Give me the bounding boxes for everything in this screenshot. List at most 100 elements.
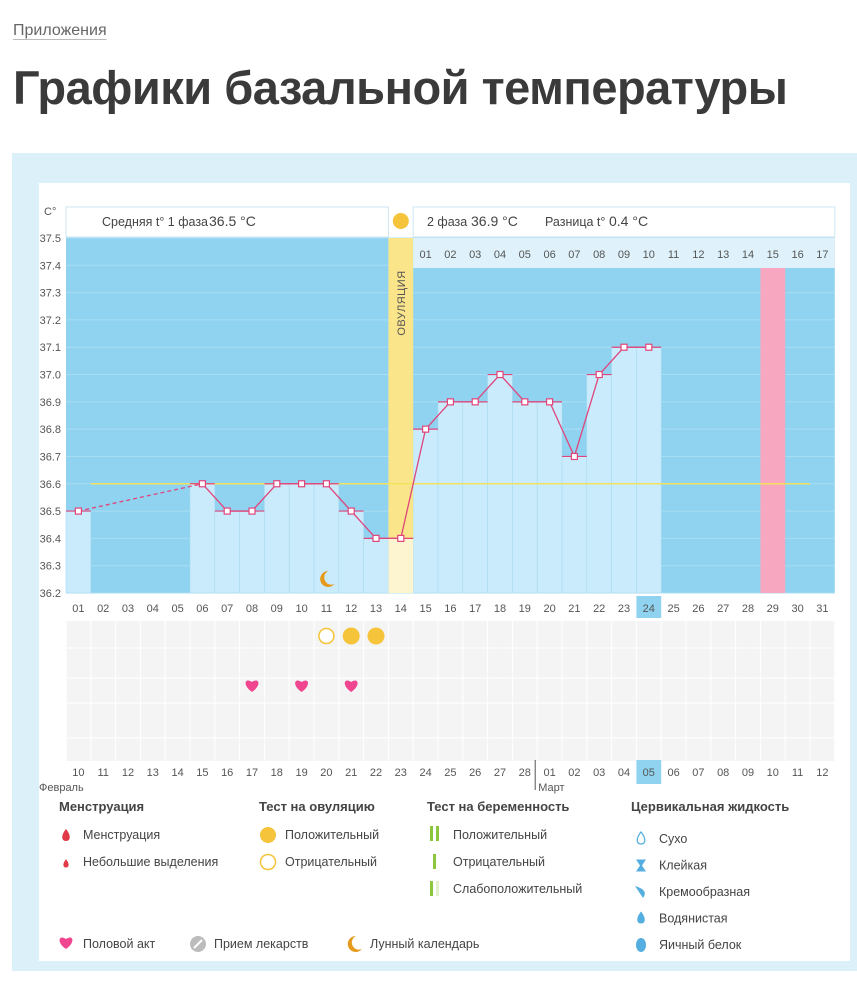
legend-item: Лунный календарь xyxy=(370,937,479,951)
temperature-bar xyxy=(338,510,364,594)
phase2-day-label: 07 xyxy=(568,249,580,261)
phase1-header-box xyxy=(65,206,389,238)
tracking-grid xyxy=(66,621,835,761)
temperature-point xyxy=(496,370,504,379)
cycle-day-label: 01 xyxy=(72,603,84,615)
y-tick-label: 37.2 xyxy=(40,315,61,327)
cycle-day-label: 20 xyxy=(543,603,555,615)
phase2-day-label: 01 xyxy=(419,249,431,261)
legend-positive-line xyxy=(430,826,433,841)
ovulation-test-positive xyxy=(367,627,385,645)
calendar-date: 11 xyxy=(792,767,803,779)
legend-item: Слабоположительный xyxy=(453,882,582,896)
y-unit-label: C° xyxy=(44,206,56,218)
temperature-bar xyxy=(611,346,637,594)
legend-weak-line xyxy=(430,881,433,896)
legend-item: Кремообразная xyxy=(659,885,750,899)
calendar-date: 18 xyxy=(271,767,283,779)
cycle-day-label: 19 xyxy=(519,603,531,615)
legend-negative-line xyxy=(433,854,436,869)
phase2-day-label: 03 xyxy=(469,249,481,261)
temperature-point xyxy=(446,398,454,406)
temperature-point xyxy=(372,534,380,542)
drop-icon xyxy=(63,859,69,868)
temperature-point xyxy=(620,343,628,351)
intercourse-heart-icon xyxy=(245,680,259,692)
temperature-line-segment xyxy=(474,374,501,403)
cycle-day-label: 02 xyxy=(97,603,109,615)
highlight-day-marker xyxy=(636,596,662,618)
sticky-icon xyxy=(636,859,646,872)
page-title: Графики базальной температуры xyxy=(13,61,788,114)
y-tick-label: 36.4 xyxy=(40,533,61,545)
calendar-date: 20 xyxy=(320,767,332,779)
legend-medicine-mark xyxy=(193,939,203,949)
temperature-bar xyxy=(512,401,538,594)
calendar-date: 08 xyxy=(717,767,729,779)
calendar-date: 25 xyxy=(444,767,456,779)
calendar-date: 23 xyxy=(395,767,407,779)
y-tick-label: 36.7 xyxy=(40,451,61,463)
y-tick-label: 37.0 xyxy=(40,370,61,382)
temperature-point xyxy=(645,343,653,351)
phase2-day-label: 05 xyxy=(519,249,531,261)
breadcrumb[interactable]: Приложения xyxy=(13,22,107,39)
calendar-date: 07 xyxy=(692,767,704,779)
cycle-day-label: 17 xyxy=(469,603,481,615)
moon-icon xyxy=(320,570,335,587)
phase2-day-label: 14 xyxy=(742,249,754,261)
temperature-line-segment xyxy=(325,483,352,512)
calendar-date: 16 xyxy=(221,767,233,779)
cycle-day-label: 10 xyxy=(295,603,307,615)
ovulation-label: ОВУЛЯЦИЯ xyxy=(396,270,408,335)
legend-title: Менструация xyxy=(59,799,144,814)
cycle-day-label: 15 xyxy=(419,603,431,615)
phase2-day-label: 11 xyxy=(668,249,679,261)
calendar-date: 28 xyxy=(519,767,531,779)
phase2-day-label: 15 xyxy=(767,249,779,261)
temperature-line-segment xyxy=(201,483,228,512)
phase2-day-label: 12 xyxy=(692,249,704,261)
month-label: Март xyxy=(538,782,564,794)
calendar-date: 27 xyxy=(494,767,506,779)
phase2-day-label: 08 xyxy=(593,249,605,261)
calendar-date: 26 xyxy=(469,767,481,779)
diff-value: 0.4 °C xyxy=(609,213,648,229)
phase2-day-label: 06 xyxy=(543,249,555,261)
temperature-line-segment xyxy=(598,346,625,375)
phase2-header-box xyxy=(412,206,836,238)
legend-item: Положительный xyxy=(285,828,379,842)
calendar-date: 10 xyxy=(72,767,84,779)
temperature-bar xyxy=(636,346,662,594)
cycle-day-label: 05 xyxy=(171,603,183,615)
temperature-point xyxy=(546,398,554,406)
temperature-point xyxy=(74,507,83,515)
temperature-bar xyxy=(189,483,216,594)
y-tick-label: 36.5 xyxy=(40,506,61,518)
phase2-day-label: 16 xyxy=(791,249,803,261)
cycle-day-label: 14 xyxy=(395,603,407,615)
calendar-date: 01 xyxy=(543,767,555,779)
temperature-bar xyxy=(462,401,488,594)
cycle-day-label: 09 xyxy=(271,603,283,615)
phase2-day-label: 09 xyxy=(618,249,630,261)
diff-text: Разница t° xyxy=(545,215,605,229)
temperature-line-segment xyxy=(78,483,203,512)
legend-item: Клейкая xyxy=(659,859,707,873)
temperature-bar xyxy=(214,510,240,594)
phase1-avg: 36.5 °C xyxy=(209,213,256,229)
intercourse-heart-icon xyxy=(344,680,358,692)
temperature-line-segment xyxy=(251,483,278,512)
phase2-day-label: 13 xyxy=(717,249,729,261)
legend-moon-icon xyxy=(347,935,362,952)
calendar-date: 12 xyxy=(816,767,828,779)
temperature-point xyxy=(422,425,430,433)
legend-item: Сухо xyxy=(659,832,687,846)
legend-item: Положительный xyxy=(453,828,547,842)
legend-heart-icon xyxy=(59,937,73,949)
y-tick-label: 37.3 xyxy=(40,288,61,300)
cycle-day-label: 25 xyxy=(667,603,679,615)
cycle-day-label: 22 xyxy=(593,603,605,615)
phase2-day-row xyxy=(413,238,835,268)
calendar-date: 06 xyxy=(667,767,679,779)
